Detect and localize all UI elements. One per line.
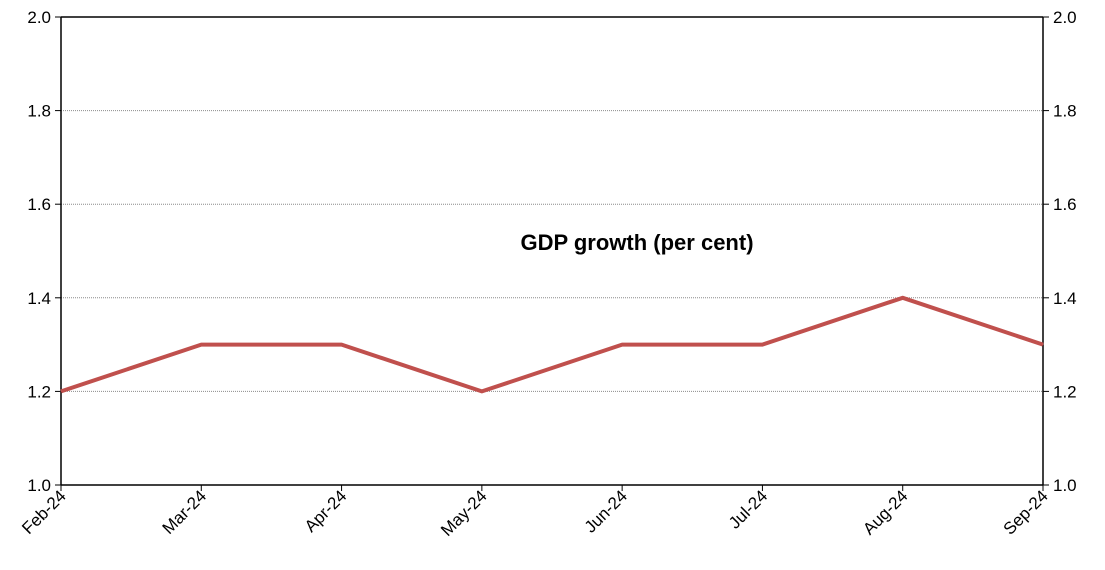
left-y-tick-label: 2.0 xyxy=(27,8,51,27)
series-group xyxy=(60,295,1044,394)
x-tick-label: May-24 xyxy=(437,486,491,540)
left-y-tick-label: 1.2 xyxy=(27,382,51,401)
left-y-tick-label: 1.4 xyxy=(27,289,51,308)
data-point xyxy=(621,344,623,346)
axes xyxy=(55,16,1049,491)
data-point xyxy=(60,390,62,392)
gdp-growth-line xyxy=(60,295,1044,394)
data-point xyxy=(902,297,904,299)
x-tick-label: Sep-24 xyxy=(1000,486,1052,538)
left-y-tick-label: 1.8 xyxy=(27,102,51,121)
left-y-tick-labels: 1.0 1.2 1.4 1.6 1.8 2.0 xyxy=(27,8,51,495)
data-point xyxy=(341,344,343,346)
left-y-tick-label: 1.0 xyxy=(27,476,51,495)
x-tick-label: Mar-24 xyxy=(159,486,211,538)
left-y-tick-label: 1.6 xyxy=(27,195,51,214)
chart-annotation: GDP growth (per cent) xyxy=(520,230,753,255)
x-tick-label: Jul-24 xyxy=(725,486,771,532)
data-point xyxy=(481,390,483,392)
data-point xyxy=(200,344,202,346)
x-tick-label: Apr-24 xyxy=(301,486,351,536)
x-tick-label: Jun-24 xyxy=(581,486,631,536)
x-tick-labels: Feb-24 Mar-24 Apr-24 May-24 Jun-24 Jul-24 Aug-… xyxy=(18,486,1052,540)
data-point xyxy=(761,344,763,346)
x-tick-label: Aug-24 xyxy=(859,486,911,538)
right-y-tick-label: 1.4 xyxy=(1053,289,1077,308)
right-y-tick-label: 2.0 xyxy=(1053,8,1077,27)
right-y-tick-label: 1.6 xyxy=(1053,195,1077,214)
right-y-tick-label: 1.2 xyxy=(1053,382,1077,401)
gridlines xyxy=(61,110,1043,392)
right-y-tick-labels: 1.0 1.2 1.4 1.6 1.8 2.0 xyxy=(1053,8,1077,495)
right-y-tick-label: 1.8 xyxy=(1053,102,1077,121)
right-y-tick-label: 1.0 xyxy=(1053,476,1077,495)
data-point xyxy=(1042,344,1044,346)
